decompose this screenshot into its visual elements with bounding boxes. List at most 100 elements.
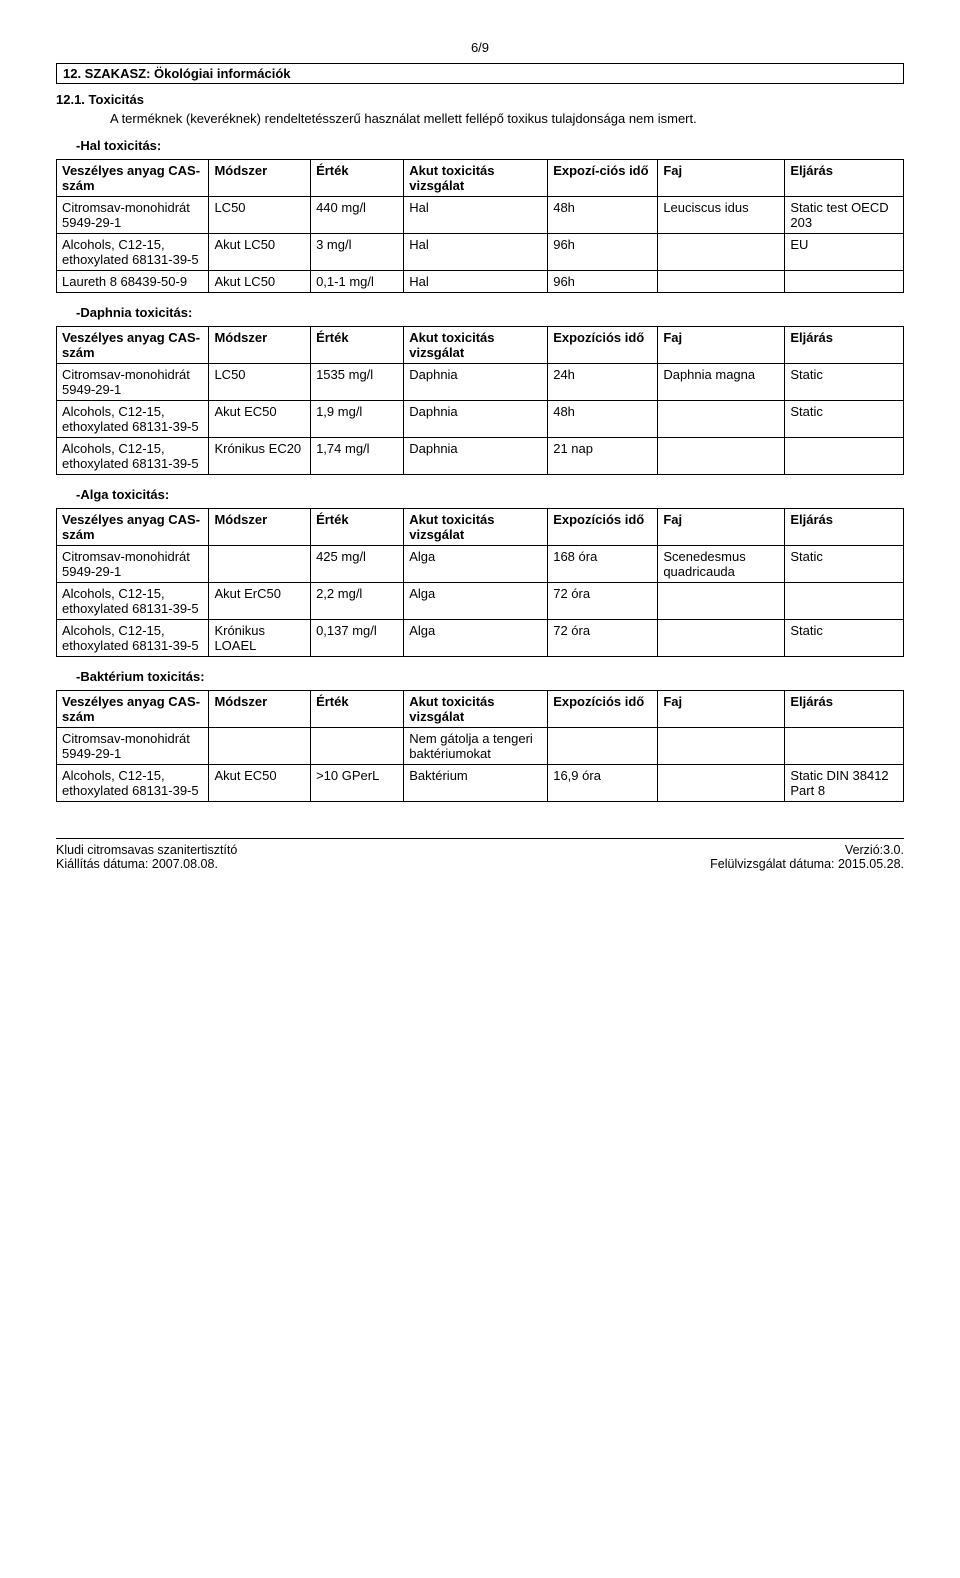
col-acute-test: Akut toxicitás vizsgálat (404, 691, 548, 728)
col-procedure: Eljárás (785, 509, 904, 546)
table-row: Alcohols, C12-15, ethoxylated 68131-39-5… (57, 765, 904, 802)
col-method: Módszer (209, 327, 311, 364)
daphnia-tbody: Citromsav-monohidrát 5949-29-1LC501535 m… (57, 364, 904, 475)
table-cell: Static (785, 401, 904, 438)
table-row: Citromsav-monohidrát 5949-29-1LC50440 mg… (57, 197, 904, 234)
col-species: Faj (658, 327, 785, 364)
table-cell: 2,2 mg/l (311, 583, 404, 620)
table-cell: Citromsav-monohidrát 5949-29-1 (57, 728, 209, 765)
table-cell: 72 óra (548, 583, 658, 620)
table-row: Alcohols, C12-15, ethoxylated 68131-39-5… (57, 401, 904, 438)
table-cell: Leuciscus idus (658, 197, 785, 234)
table-row: Citromsav-monohidrát 5949-29-1Nem gátolj… (57, 728, 904, 765)
table-cell (658, 401, 785, 438)
table-cell (658, 728, 785, 765)
bacteria-tbody: Citromsav-monohidrát 5949-29-1Nem gátolj… (57, 728, 904, 802)
table-row: Alcohols, C12-15, ethoxylated 68131-39-5… (57, 438, 904, 475)
table-cell (311, 728, 404, 765)
fish-toxicity-label: -Hal toxicitás: (76, 138, 904, 153)
col-exp-time: Expozíciós idő (548, 509, 658, 546)
table-header-row: Veszélyes anyag CAS-szám Módszer Érték A… (57, 509, 904, 546)
section-title-box: 12. SZAKASZ: Ökológiai információk (56, 63, 904, 84)
footer-issue-date: Kiállítás dátuma: 2007.08.08. (56, 857, 237, 871)
col-exp-time: Expozíciós idő (548, 691, 658, 728)
table-cell: Krónikus LOAEL (209, 620, 311, 657)
table-header-row: Veszélyes anyag CAS-szám Módszer Érték A… (57, 160, 904, 197)
col-procedure: Eljárás (785, 327, 904, 364)
table-cell: Static (785, 546, 904, 583)
bacteria-toxicity-label: -Baktérium toxicitás: (76, 669, 904, 684)
alga-tbody: Citromsav-monohidrát 5949-29-1425 mg/lAl… (57, 546, 904, 657)
table-row: Citromsav-monohidrát 5949-29-1LC501535 m… (57, 364, 904, 401)
col-species: Faj (658, 509, 785, 546)
table-cell: LC50 (209, 364, 311, 401)
table-row: Citromsav-monohidrát 5949-29-1425 mg/lAl… (57, 546, 904, 583)
fish-toxicity-table: Veszélyes anyag CAS-szám Módszer Érték A… (56, 159, 904, 293)
table-cell (785, 583, 904, 620)
table-cell: 48h (548, 401, 658, 438)
table-cell: Alcohols, C12-15, ethoxylated 68131-39-5 (57, 620, 209, 657)
table-cell: Akut ErC50 (209, 583, 311, 620)
table-cell: Akut LC50 (209, 234, 311, 271)
table-cell (548, 728, 658, 765)
subsection-heading: 12.1. Toxicitás (56, 92, 904, 107)
col-species: Faj (658, 160, 785, 197)
table-cell: LC50 (209, 197, 311, 234)
table-cell: Alga (404, 583, 548, 620)
table-cell: Daphnia magna (658, 364, 785, 401)
table-cell: 1,74 mg/l (311, 438, 404, 475)
col-exp-time: Expozí-ciós idő (548, 160, 658, 197)
table-cell: Alga (404, 546, 548, 583)
table-cell: Krónikus EC20 (209, 438, 311, 475)
table-cell: Akut EC50 (209, 765, 311, 802)
table-cell (658, 620, 785, 657)
table-cell: Daphnia (404, 438, 548, 475)
footer-version: Verzió:3.0. (710, 843, 904, 857)
table-cell: Akut LC50 (209, 271, 311, 293)
table-cell: 440 mg/l (311, 197, 404, 234)
table-cell (658, 234, 785, 271)
table-cell: Citromsav-monohidrát 5949-29-1 (57, 197, 209, 234)
col-acute-test: Akut toxicitás vizsgálat (404, 327, 548, 364)
col-procedure: Eljárás (785, 691, 904, 728)
col-exp-time: Expozíciós idő (548, 327, 658, 364)
table-cell: Daphnia (404, 401, 548, 438)
table-cell (658, 583, 785, 620)
table-cell: Static DIN 38412 Part 8 (785, 765, 904, 802)
table-cell: Citromsav-monohidrát 5949-29-1 (57, 364, 209, 401)
table-cell: Baktérium (404, 765, 548, 802)
page-footer: Kludi citromsavas szanitertisztító Kiáll… (56, 838, 904, 871)
bacteria-toxicity-table: Veszélyes anyag CAS-szám Módszer Érték A… (56, 690, 904, 802)
footer-revision-date: Felülvizsgálat dátuma: 2015.05.28. (710, 857, 904, 871)
table-row: Laureth 8 68439-50-9Akut LC500,1-1 mg/lH… (57, 271, 904, 293)
table-cell: Hal (404, 197, 548, 234)
col-hazardous: Veszélyes anyag CAS-szám (57, 160, 209, 197)
table-cell: Static (785, 364, 904, 401)
col-method: Módszer (209, 691, 311, 728)
col-value: Érték (311, 327, 404, 364)
col-acute-test: Akut toxicitás vizsgálat (404, 160, 548, 197)
col-value: Érték (311, 691, 404, 728)
table-cell: 0,137 mg/l (311, 620, 404, 657)
table-cell: EU (785, 234, 904, 271)
page-number: 6/9 (56, 40, 904, 55)
col-hazardous: Veszélyes anyag CAS-szám (57, 509, 209, 546)
table-cell (785, 438, 904, 475)
table-cell: Scenedesmus quadricauda (658, 546, 785, 583)
table-cell: 425 mg/l (311, 546, 404, 583)
table-cell: 1535 mg/l (311, 364, 404, 401)
col-acute-test: Akut toxicitás vizsgálat (404, 509, 548, 546)
table-cell: Alga (404, 620, 548, 657)
table-cell: 16,9 óra (548, 765, 658, 802)
table-cell: Alcohols, C12-15, ethoxylated 68131-39-5 (57, 583, 209, 620)
alga-toxicity-table: Veszélyes anyag CAS-szám Módszer Érték A… (56, 508, 904, 657)
table-cell: Alcohols, C12-15, ethoxylated 68131-39-5 (57, 438, 209, 475)
daphnia-toxicity-table: Veszélyes anyag CAS-szám Módszer Érték A… (56, 326, 904, 475)
table-cell (785, 271, 904, 293)
table-cell (209, 546, 311, 583)
alga-toxicity-label: -Alga toxicitás: (76, 487, 904, 502)
table-cell (658, 271, 785, 293)
table-cell: Daphnia (404, 364, 548, 401)
col-hazardous: Veszélyes anyag CAS-szám (57, 691, 209, 728)
table-cell: Laureth 8 68439-50-9 (57, 271, 209, 293)
